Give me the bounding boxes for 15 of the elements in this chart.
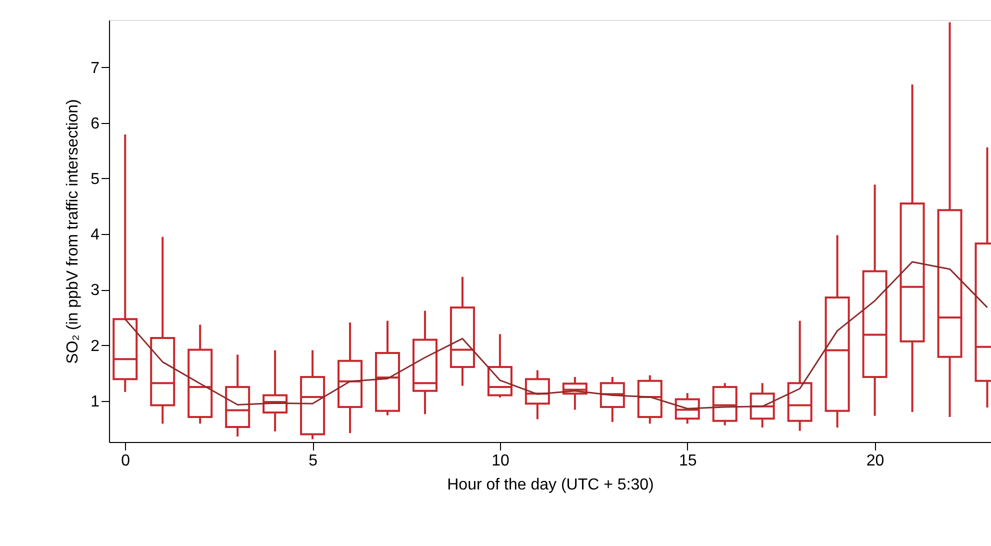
x-tick-label: 20 — [866, 452, 884, 470]
x-tick-label: 10 — [492, 452, 510, 470]
y-tick-label: 5 — [90, 170, 100, 188]
y-tick-label: 1 — [90, 393, 100, 410]
y-tick-label: 7 — [90, 60, 100, 77]
y-tick-label: 6 — [90, 115, 100, 132]
y-tick-label: 2 — [90, 338, 100, 355]
x-tick-label: 5 — [308, 452, 318, 470]
x-axis-title: Hour of the day (UTC + 5:30) — [447, 476, 654, 494]
y-axis-title: SO₂ (in ppbV from traffic intersection) — [64, 99, 82, 364]
x-tick-label: 15 — [678, 452, 697, 470]
y-tick-label: 3 — [90, 282, 100, 300]
y-tick-label: 4 — [90, 226, 100, 244]
x-tick-label: 0 — [121, 452, 130, 470]
line-series — [124, 261, 988, 410]
